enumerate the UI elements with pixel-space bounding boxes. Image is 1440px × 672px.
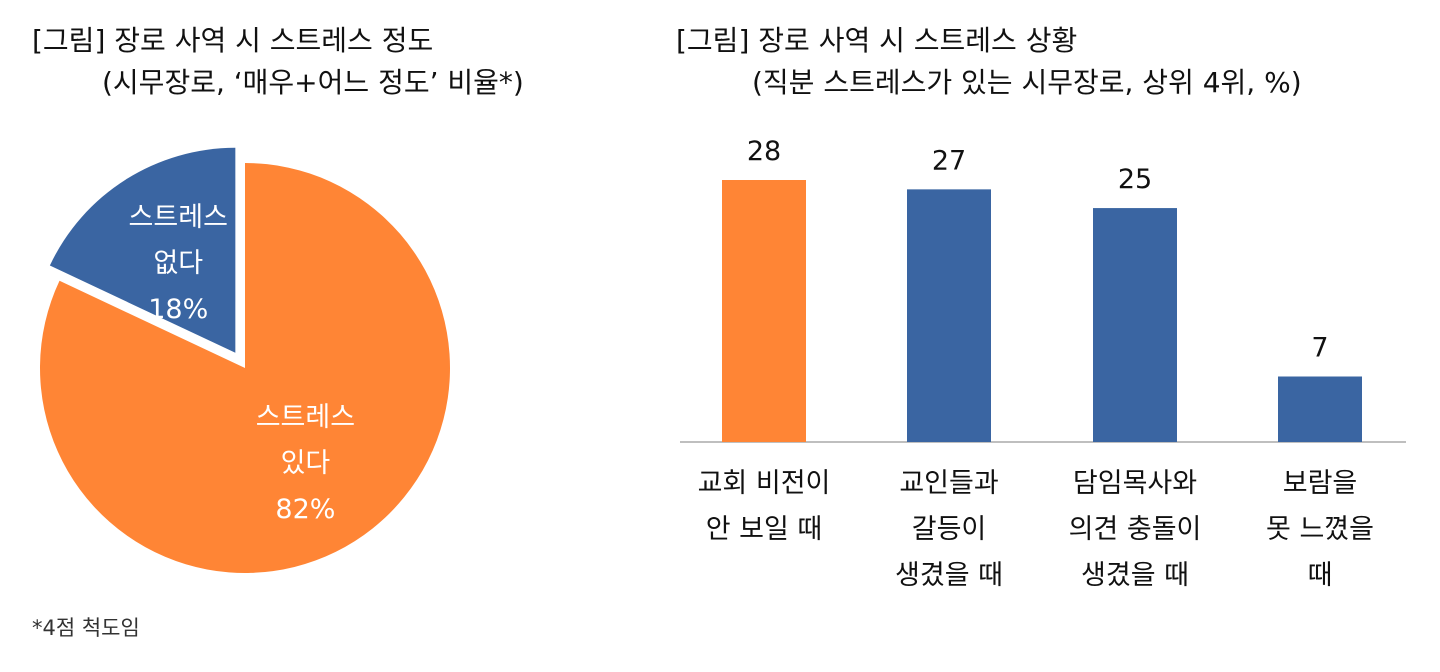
category-label: 교회 비전이 [698, 468, 831, 499]
bar [1278, 376, 1362, 442]
pie-slice [49, 147, 236, 353]
bar-value-label: 27 [932, 145, 966, 176]
bar [722, 180, 806, 442]
footnote: *4점 척도임 [32, 616, 140, 640]
bar [907, 189, 991, 442]
category-label: 생겼을 때 [895, 560, 1003, 591]
pie-slice-label: 없다 [153, 248, 203, 279]
category-label: 보람을 [1283, 468, 1358, 499]
pie-slice-label: 82% [275, 494, 335, 525]
bar-value-label: 7 [1311, 333, 1328, 364]
category-label: 갈등이 [912, 514, 987, 545]
category-label: 의견 충돌이 [1069, 514, 1202, 545]
pie-slice-label: 18% [148, 294, 208, 325]
pie-slice [40, 163, 451, 573]
bar-value-label: 25 [1118, 164, 1152, 195]
bar [1093, 208, 1177, 442]
category-label: 못 느꼈을 [1266, 514, 1374, 545]
pie-slice-label: 스트레스 [129, 202, 228, 233]
pie-chart-title: [그림] 장로 사역 시 스트레스 정도 [32, 24, 434, 57]
category-label: 교인들과 [899, 468, 998, 499]
category-label: 안 보일 때 [706, 514, 823, 545]
bar-value-label: 28 [747, 136, 781, 167]
category-label: 생겼을 때 [1081, 560, 1189, 591]
pie-slice-label: 있다 [281, 448, 331, 479]
category-label: 때 [1308, 560, 1333, 591]
pie-slice-label: 스트레스 [256, 402, 355, 433]
bar-chart-title: [그림] 장로 사역 시 스트레스 상황 [676, 24, 1078, 57]
bar-chart-subtitle: (직분 스트레스가 있는 시무장로, 상위 4위, %) [752, 66, 1302, 99]
pie-chart-subtitle: (시무장로, ‘매우+어느 정도’ 비율*) [102, 66, 524, 99]
category-label: 담임목사와 [1073, 468, 1197, 499]
